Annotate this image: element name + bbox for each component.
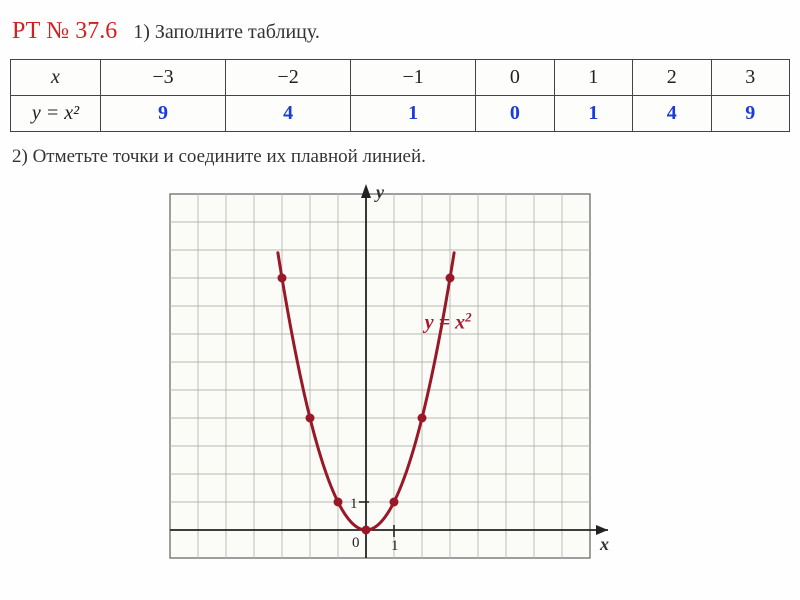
parabola-chart: y x 0 1 1 y = x2 [158,182,642,586]
header-row: РТ № 37.6 1) Заполните таблицу. [0,0,800,53]
table-row-y: y = x² 9 4 1 0 1 4 9 [11,96,790,132]
y-cell: 4 [633,96,711,132]
y-header: y = x² [11,96,101,132]
x-cell: −3 [101,60,226,96]
x-cell: 2 [633,60,711,96]
svg-text:y = x2: y = x2 [423,309,472,334]
y-cell: 1 [554,96,632,132]
svg-text:0: 0 [352,535,360,551]
x-cell: −2 [226,60,351,96]
svg-text:x: x [599,534,609,554]
x-cell: 1 [554,60,632,96]
y-cell: 0 [476,96,554,132]
x-cell: 0 [476,60,554,96]
task2-text: 2) Отметьте точки и соедините их плавной… [0,136,800,176]
svg-text:1: 1 [350,496,358,512]
x-header: x [11,60,101,96]
x-cell: −1 [351,60,476,96]
task1-text: 1) Заполните таблицу. [133,21,320,44]
y-cell: 1 [351,96,476,132]
table-row-x: x −3 −2 −1 0 1 2 3 [11,60,790,96]
svg-text:1: 1 [391,538,399,554]
x-cell: 3 [711,60,790,96]
chart-container: y x 0 1 1 y = x2 [0,182,800,586]
y-cell: 9 [101,96,226,132]
value-table: x −3 −2 −1 0 1 2 3 y = x² 9 4 1 0 1 4 9 [10,59,790,132]
pt-label: РТ № 37.6 [12,18,117,45]
y-cell: 9 [711,96,790,132]
svg-text:y: y [374,182,385,202]
y-cell: 4 [226,96,351,132]
